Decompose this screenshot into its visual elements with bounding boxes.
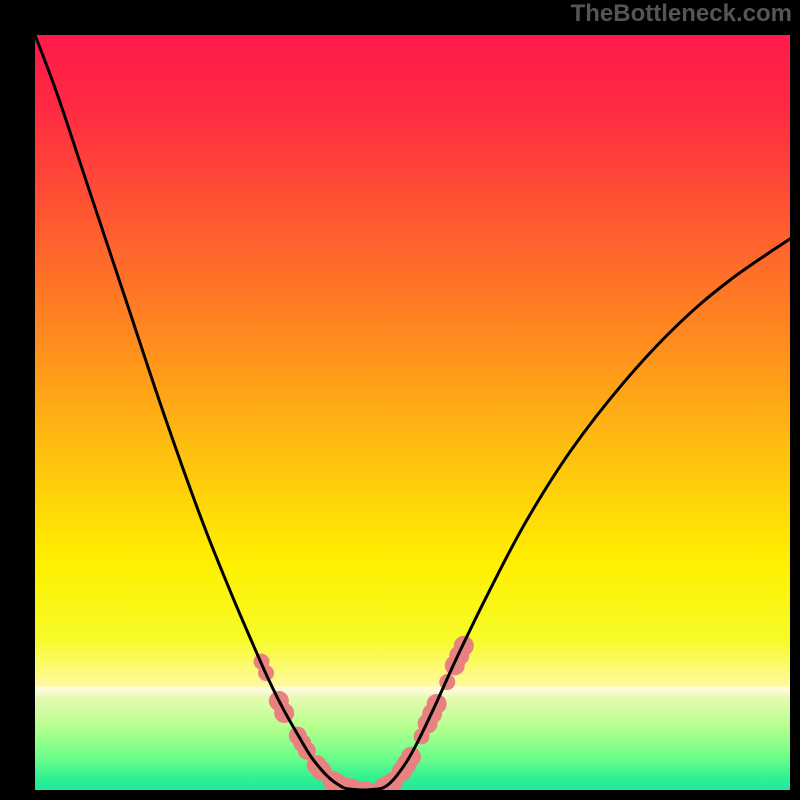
bottleneck-curve-chart	[35, 35, 790, 790]
gradient-background	[35, 35, 790, 790]
watermark-text: TheBottleneck.com	[571, 0, 792, 28]
chart-frame: TheBottleneck.com	[0, 0, 800, 800]
plot-area	[35, 35, 790, 790]
